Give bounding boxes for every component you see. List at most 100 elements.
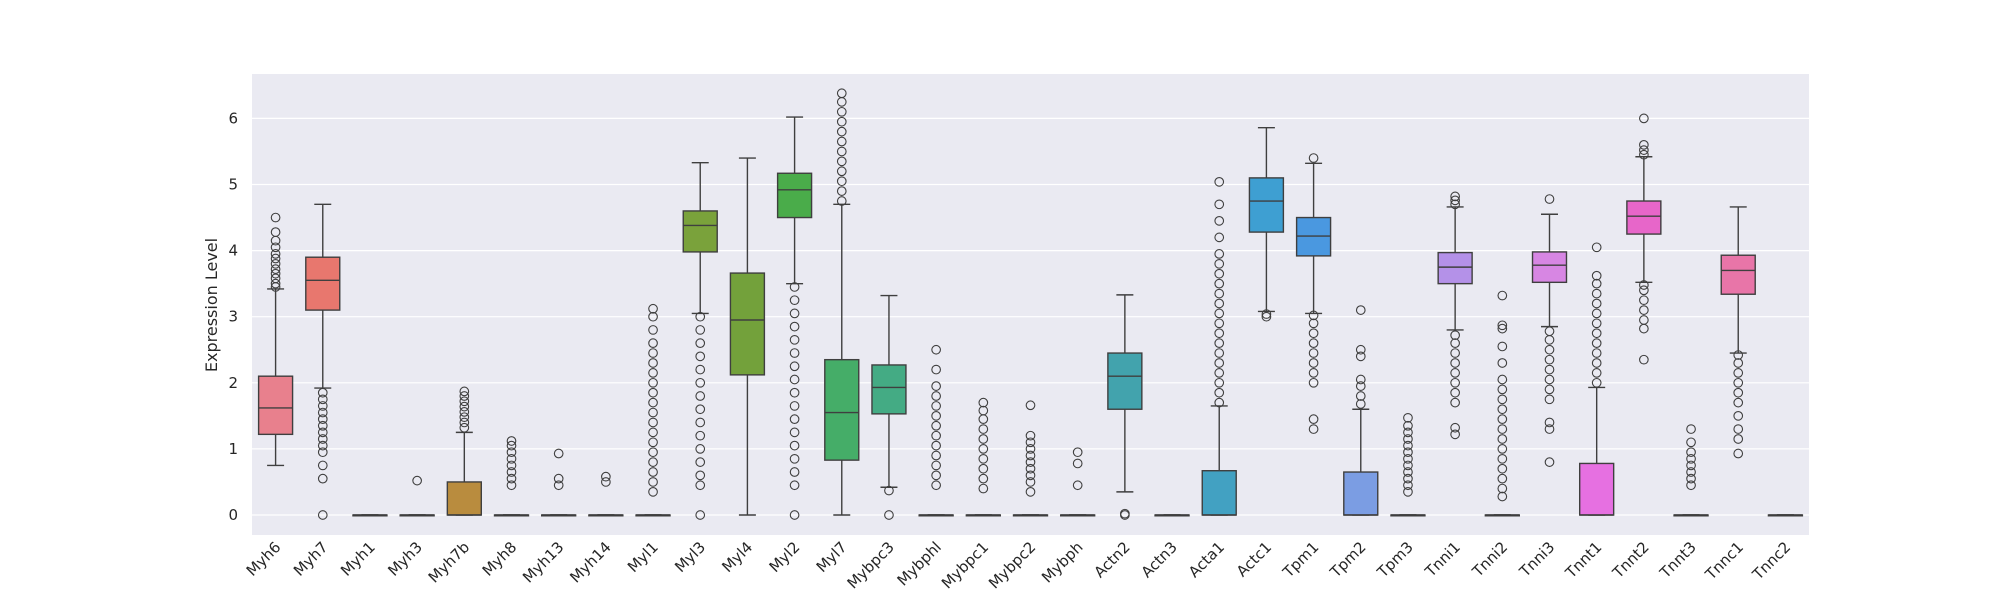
outlier-point <box>270 278 281 289</box>
outlier-point <box>506 460 517 471</box>
outlier-point <box>317 394 328 405</box>
box-group-tnnt3 <box>1673 424 1709 517</box>
x-tick-label: Mybpc3 <box>844 538 898 592</box>
outlier-point <box>1686 437 1696 448</box>
outlier-point <box>789 401 800 411</box>
y-tick-label: 2 <box>228 374 238 392</box>
outlier-point <box>1450 338 1460 348</box>
outlier-point <box>1639 295 1649 306</box>
outlier-point <box>317 473 328 484</box>
outlier-point <box>1308 368 1319 378</box>
outlier-point <box>789 427 800 438</box>
outlier-point <box>1308 424 1319 434</box>
outlier-point <box>789 334 800 345</box>
outlier-point <box>1025 400 1036 411</box>
x-tick-label: Myh13 <box>519 538 567 586</box>
outlier-point <box>1214 278 1225 289</box>
box-iqr <box>824 358 860 461</box>
outlier-point <box>884 485 894 496</box>
outlier-point <box>1544 326 1555 337</box>
outlier-point <box>459 422 470 433</box>
outlier-point <box>1403 473 1413 484</box>
outlier-point <box>1403 460 1413 471</box>
outlier-point <box>978 473 989 484</box>
y-tick-labels: 0 1 2 3 4 5 6 <box>228 109 238 524</box>
outlier-point <box>1497 473 1508 484</box>
outlier-point <box>1591 270 1602 281</box>
box-group-tpm1 <box>1295 153 1332 434</box>
box-group-actn2 <box>1107 294 1143 520</box>
outlier-point <box>1591 288 1602 299</box>
outlier-point <box>836 176 847 187</box>
x-tick-label: Myl2 <box>766 538 804 576</box>
outlier-point <box>648 467 658 477</box>
outlier-point <box>789 308 800 319</box>
x-tick-label: Actn2 <box>1090 538 1133 581</box>
outlier-point <box>1497 424 1508 434</box>
outlier-point <box>1639 285 1649 296</box>
outlier-point <box>1639 139 1649 150</box>
outlier-point <box>1733 350 1744 360</box>
outlier-point <box>1544 194 1555 204</box>
x-tick-label: Tpm3 <box>1373 538 1417 582</box>
box-group-mybphl <box>918 344 954 517</box>
outlier-point <box>978 483 989 494</box>
outlier-point <box>1025 450 1036 461</box>
outlier-point <box>1214 358 1225 368</box>
outlier-point <box>931 364 941 375</box>
outlier-point <box>1214 377 1225 388</box>
outlier-point <box>1591 338 1602 348</box>
outlier-point <box>317 387 328 398</box>
outlier-point <box>1214 199 1225 210</box>
outlier-point <box>1450 191 1460 202</box>
outlier-point <box>695 480 706 491</box>
x-tick-label: Actc1 <box>1233 538 1275 580</box>
x-tick-label: Myl3 <box>671 538 709 576</box>
box-group-actc1 <box>1248 126 1285 322</box>
x-tick-label: Mybphl <box>894 538 945 589</box>
x-tick-label: Myl1 <box>624 538 662 576</box>
outlier-point <box>1639 315 1649 325</box>
outlier-point <box>1591 348 1602 358</box>
outlier-point <box>317 440 328 451</box>
outlier-point <box>553 448 564 459</box>
outlier-point <box>1497 483 1508 494</box>
outlier-point <box>1544 374 1555 385</box>
outlier-point <box>789 414 800 425</box>
outlier-point <box>789 361 800 372</box>
box-group-mybpc3 <box>871 294 907 520</box>
outlier-point <box>1355 399 1366 409</box>
box-group-tpm3 <box>1390 412 1426 517</box>
outlier-point <box>1025 487 1036 497</box>
outlier-point <box>317 434 328 444</box>
outlier-point <box>1497 414 1508 425</box>
outlier-point <box>1450 368 1460 378</box>
outlier-point <box>1686 424 1696 434</box>
outlier-point <box>1450 387 1460 398</box>
box-iqr <box>1437 251 1473 285</box>
box-iqr <box>257 375 294 436</box>
x-tick-label: Actn3 <box>1138 538 1181 581</box>
outlier-point <box>695 391 706 401</box>
outlier-point <box>1591 358 1602 368</box>
y-tick-label: 4 <box>228 242 238 260</box>
outlier-point <box>1214 318 1225 329</box>
outlier-point <box>1072 447 1083 458</box>
outlier-point <box>1308 358 1319 368</box>
outlier-point <box>1450 397 1460 408</box>
outlier-point <box>506 440 517 451</box>
outlier-point <box>1544 344 1555 355</box>
outlier-point <box>1544 424 1555 434</box>
outlier-point <box>1497 341 1508 352</box>
outlier-point <box>836 146 847 157</box>
outlier-point <box>1450 377 1460 388</box>
outlier-point <box>836 126 847 137</box>
outlier-point <box>695 311 706 322</box>
box-group-tnni3 <box>1531 194 1568 467</box>
box-iqr <box>1626 200 1662 235</box>
outlier-point <box>317 401 328 411</box>
outlier-point <box>648 311 658 322</box>
outlier-point <box>1214 368 1225 378</box>
x-tick-label: Myl7 <box>813 538 851 576</box>
outlier-point <box>270 258 281 269</box>
